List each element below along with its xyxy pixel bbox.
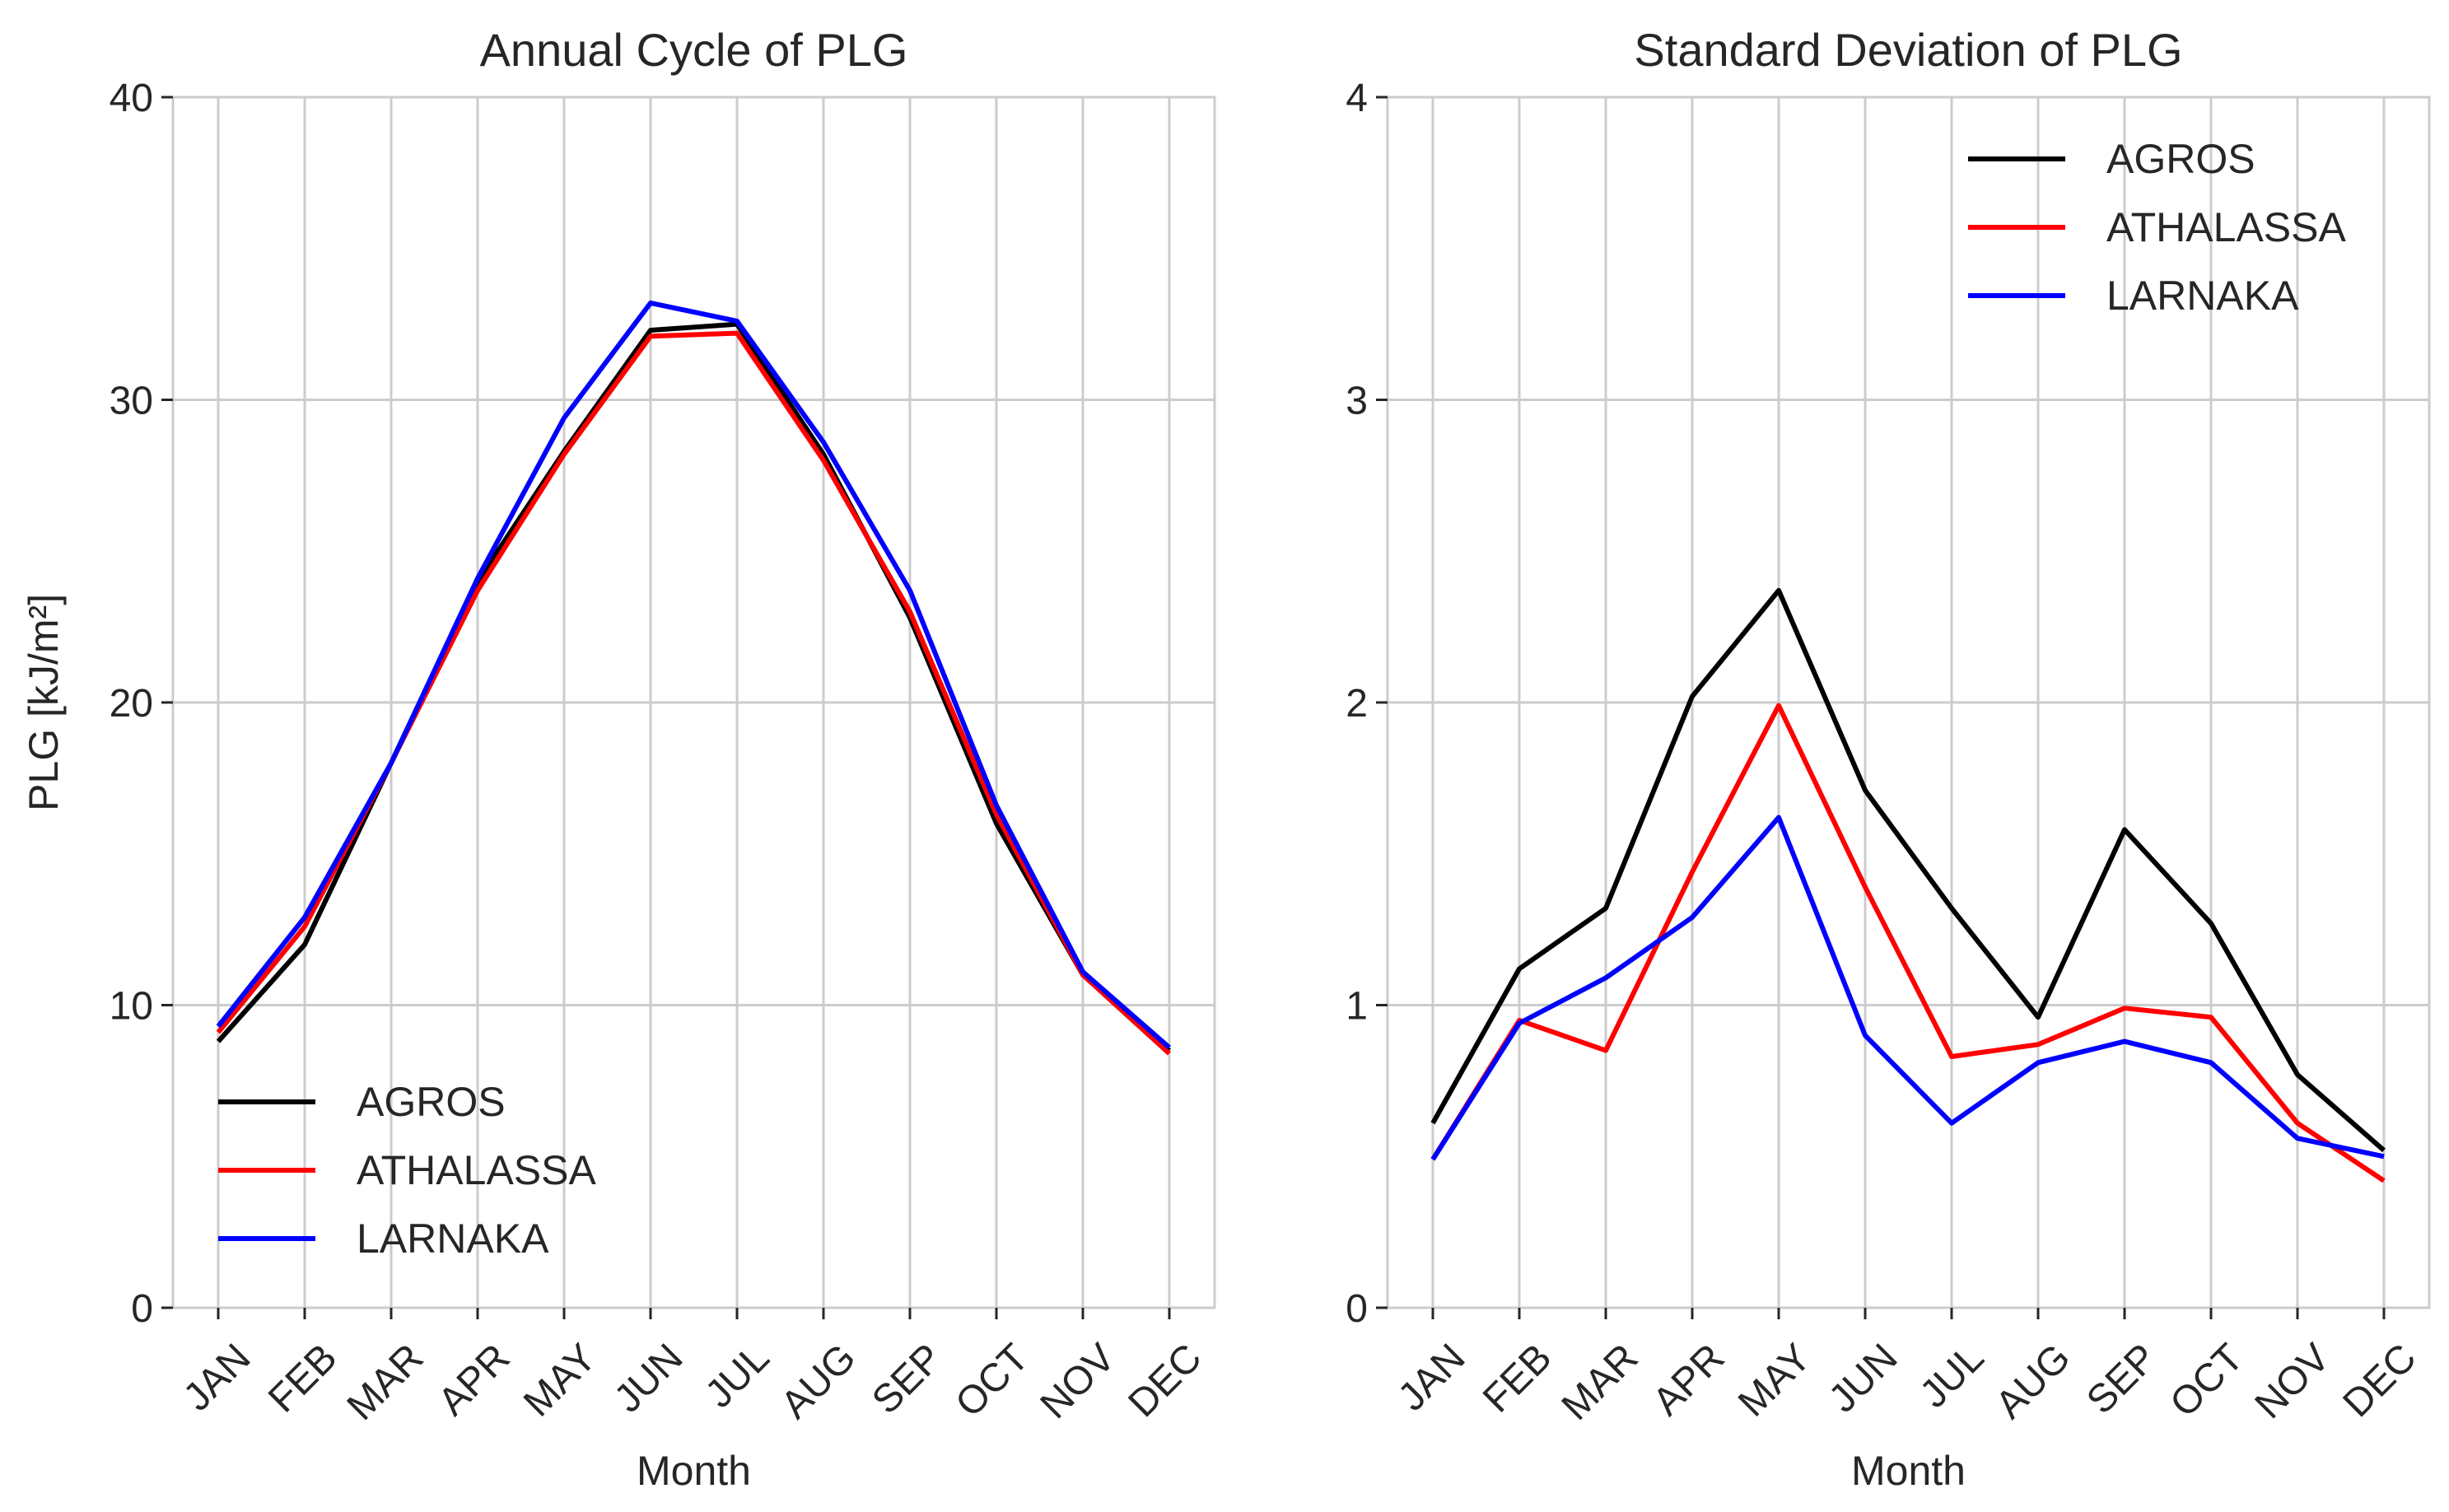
x-tick-label: JUN	[606, 1336, 691, 1421]
y-tick-label: 0	[1346, 1287, 1368, 1331]
x-tick-label: JUL	[1912, 1336, 1993, 1416]
series-line-athalassa	[216, 330, 1172, 1056]
legend-label: ATHALASSA	[2106, 204, 2346, 250]
y-tick-label: 0	[131, 1287, 153, 1331]
x-tick-label: MAR	[339, 1336, 432, 1429]
legend-label: ATHALASSA	[357, 1147, 596, 1193]
x-tick-label: MAR	[1554, 1336, 1647, 1429]
x-tick-label: SEP	[2078, 1336, 2165, 1422]
x-tick-label: DEC	[2335, 1336, 2424, 1426]
y-tick-label: 30	[110, 380, 153, 423]
series-line-larnaka	[216, 300, 1171, 1050]
legend-label: AGROS	[2106, 136, 2255, 182]
series-line-larnaka	[1430, 814, 2385, 1161]
chart-title: Annual Cycle of PLG	[480, 24, 908, 76]
series-line-athalassa	[1430, 702, 2386, 1183]
x-tick-label: OCT	[947, 1336, 1037, 1426]
legend: AGROS ATHALASSA LARNAKA	[218, 1079, 596, 1262]
x-tick-label: OCT	[2162, 1336, 2251, 1426]
x-tick-label: APR	[1644, 1336, 1733, 1424]
y-tick-label: 40	[110, 77, 153, 120]
legend-label: AGROS	[357, 1079, 506, 1125]
x-tick-label: APR	[430, 1336, 518, 1424]
legend-label: LARNAKA	[357, 1216, 549, 1262]
x-tick-label: JUL	[697, 1336, 778, 1416]
y-tick-label: 20	[110, 682, 153, 726]
chart-title: Standard Deviation of PLG	[1634, 24, 2182, 76]
x-tick-label: NOV	[2247, 1336, 2339, 1427]
series-line-agros	[1430, 588, 2386, 1153]
y-tick-label: 2	[1346, 682, 1368, 726]
legend: AGROS ATHALASSA LARNAKA	[1968, 136, 2346, 319]
x-tick-label: JAN	[1390, 1336, 1474, 1420]
x-tick-label: JUN	[1821, 1336, 1906, 1421]
x-tick-label: JAN	[175, 1336, 259, 1420]
x-tick-label: FEB	[260, 1336, 345, 1421]
x-axis-label: Month	[637, 1448, 751, 1494]
x-tick-label: AUG	[773, 1336, 865, 1427]
x-tick-label: DEC	[1120, 1336, 1210, 1426]
x-tick-label: MAY	[1730, 1336, 1820, 1426]
x-tick-label: AUG	[1988, 1336, 2079, 1427]
y-tick-label: 4	[1346, 77, 1368, 120]
y-tick-label: 1	[1346, 985, 1368, 1029]
y-tick-label: 3	[1346, 380, 1368, 423]
series-line-agros	[216, 321, 1171, 1052]
x-tick-label: SEP	[864, 1336, 950, 1422]
x-tick-label: NOV	[1033, 1336, 1124, 1427]
legend-label: LARNAKA	[2106, 273, 2299, 319]
x-tick-label: MAY	[515, 1336, 605, 1426]
y-tick-label: 10	[110, 985, 153, 1029]
y-axis-label: PLG [kJ/m²]	[21, 594, 67, 811]
x-axis-label: Month	[1851, 1448, 1966, 1494]
x-tick-label: FEB	[1475, 1336, 1560, 1421]
